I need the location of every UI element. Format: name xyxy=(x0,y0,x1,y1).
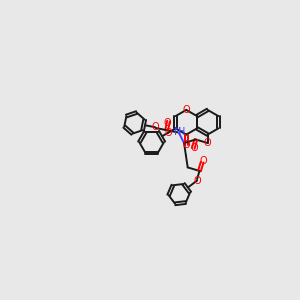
Text: O: O xyxy=(182,140,190,150)
Text: O: O xyxy=(151,122,159,132)
Text: O: O xyxy=(190,142,198,153)
Text: O: O xyxy=(204,138,212,148)
Text: N: N xyxy=(174,127,181,137)
Text: O: O xyxy=(182,105,190,115)
Text: O: O xyxy=(199,156,207,166)
Text: H: H xyxy=(178,127,185,137)
Text: O: O xyxy=(164,118,172,128)
Text: O: O xyxy=(164,128,172,138)
Text: O: O xyxy=(193,176,201,186)
